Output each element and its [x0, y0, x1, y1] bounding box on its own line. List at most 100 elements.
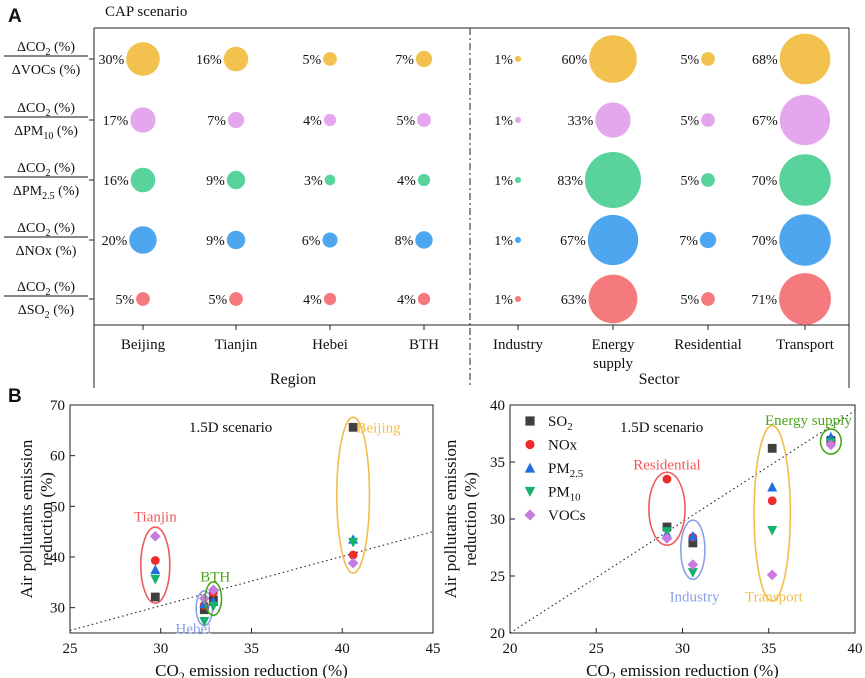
x-tick-label: 45 [426, 641, 441, 657]
group-ellipse [819, 428, 843, 455]
y-axis-label-line2: reduction (%) [37, 472, 56, 566]
subscript-part: 2.5 [42, 191, 55, 202]
column-label: Energy [591, 337, 635, 353]
column-label: Beijing [121, 337, 166, 353]
data-point-vocs [766, 569, 778, 581]
group-ellipse [204, 581, 223, 617]
bubble-value-label: 3% [304, 174, 323, 189]
y-tick-label: 35 [490, 455, 505, 471]
x-tick-label: 25 [589, 641, 604, 657]
scenario-title: 1.5D scenario [189, 420, 272, 436]
row-label-denominator: ΔSO2 (%) [18, 303, 75, 321]
bubble-value-label: 63% [561, 293, 587, 308]
bubble-value-label: 6% [302, 234, 321, 249]
x-tick-label: 35 [761, 641, 776, 657]
bubble [699, 231, 717, 249]
bubble-value-label: 5% [115, 293, 134, 308]
text-part: (%) [51, 280, 76, 295]
bubble-value-label: 4% [303, 114, 322, 129]
bubble [779, 94, 831, 146]
text-part: emission reduction (%) [185, 661, 348, 678]
bubble [514, 236, 522, 244]
group-ellipse [753, 424, 792, 602]
panel-b-right-chart: 20 25 30 35 40 20 25 30 35 40 1.5D scenario Residen… [441, 398, 863, 678]
text-part: emission reduction (%) [616, 661, 779, 678]
data-point-so2 [767, 443, 777, 453]
data-point-vocs [198, 593, 210, 604]
column-label: Transport [776, 337, 835, 353]
data-point-pm10 [687, 568, 698, 578]
legend-entry-label: PM10 [548, 485, 580, 504]
group-ellipse [679, 519, 706, 581]
bubble-value-label: 4% [303, 293, 322, 308]
group-label: Residential [633, 457, 701, 473]
group-label: Hebei [176, 621, 212, 637]
column-label: Hebei [312, 337, 348, 353]
text-part: NOx [548, 438, 578, 454]
x-tick-label: 40 [848, 641, 863, 657]
x-tick-label: 35 [244, 641, 259, 657]
panel-a-title: CAP scenario [105, 4, 187, 20]
text-part: (%) [55, 184, 80, 199]
y-tick-label: 30 [50, 601, 65, 617]
bubble-value-label: 7% [395, 53, 414, 68]
data-point-vocs [207, 584, 219, 596]
row-label-numerator: ΔCO2 (%) [17, 101, 75, 119]
bubble-value-label: 1% [494, 174, 513, 189]
bubble [588, 274, 638, 324]
text-part: (%) [50, 303, 75, 318]
group-label: Industry [670, 590, 720, 606]
y-tick-label: 50 [50, 499, 65, 515]
bubble [130, 107, 156, 133]
bubble [227, 111, 245, 129]
text-part: ΔNOx (%) [16, 244, 77, 259]
legend-marker-vocs [524, 509, 536, 521]
data-point-pm10 [150, 574, 161, 585]
bubble-value-label: 70% [752, 234, 778, 249]
bubble [514, 295, 522, 303]
bubble [130, 167, 156, 193]
legend-entry-label: VOCs [548, 508, 586, 524]
y-tick-label: 20 [490, 626, 505, 642]
group-ellipse [139, 526, 171, 604]
bubble-value-label: 7% [207, 114, 226, 129]
bubble [229, 292, 243, 306]
bubble [324, 174, 336, 186]
text-part: ΔPM [13, 184, 43, 199]
group-ellipse [336, 416, 371, 575]
bubble-value-label: 33% [568, 114, 594, 129]
text-part: CO [155, 661, 179, 678]
data-point-vocs [687, 559, 699, 570]
bubble [415, 50, 433, 68]
data-point-pm10 [767, 526, 778, 536]
bubble [323, 292, 337, 306]
panel-letter-a: A [8, 6, 22, 27]
bubble [417, 173, 431, 187]
group-label-sector: Sector [639, 371, 681, 388]
subscript-part: 2 [45, 310, 50, 321]
bubble-value-label: 70% [752, 174, 778, 189]
data-point-pm10 [348, 537, 359, 548]
group-label: Tianjin [134, 509, 177, 525]
text-part: (%) [51, 221, 76, 236]
bubble-value-label: 68% [752, 53, 778, 68]
column-label: supply [593, 356, 634, 372]
text-part: ΔCO [17, 101, 45, 116]
bubble [701, 173, 715, 187]
bubble [514, 176, 522, 184]
bubble-value-label: 5% [396, 114, 415, 129]
data-point-so2 [688, 538, 698, 548]
bubble-value-label: 20% [102, 234, 128, 249]
column-label: Tianjin [215, 337, 258, 353]
x-tick-label: 25 [63, 641, 78, 657]
group-label: Beijing [356, 420, 401, 436]
bubble [323, 113, 337, 127]
bubble-value-label: 60% [562, 53, 588, 68]
row-label-numerator: ΔCO2 (%) [17, 161, 75, 179]
bubble-value-label: 30% [98, 53, 124, 68]
data-point-vocs [661, 532, 673, 544]
bubble [129, 226, 157, 254]
bubble [701, 113, 715, 127]
bubble [587, 214, 639, 266]
